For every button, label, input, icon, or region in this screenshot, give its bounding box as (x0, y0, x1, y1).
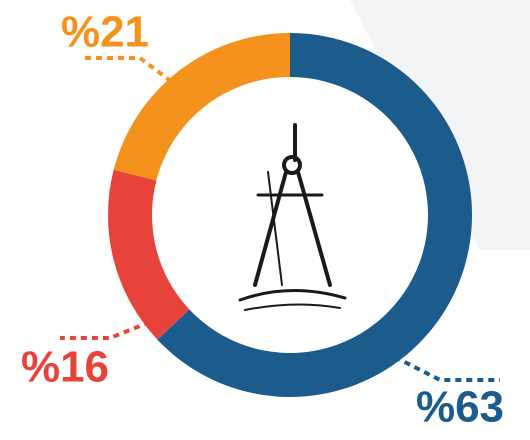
value-label: %21 (61, 8, 149, 57)
value-label: %16 (21, 343, 109, 392)
value-label: %63 (416, 383, 504, 432)
donut-slice (108, 170, 189, 340)
donut (108, 33, 472, 397)
chart: %63 %16 %21 (0, 0, 530, 440)
compass-icon (240, 125, 345, 310)
